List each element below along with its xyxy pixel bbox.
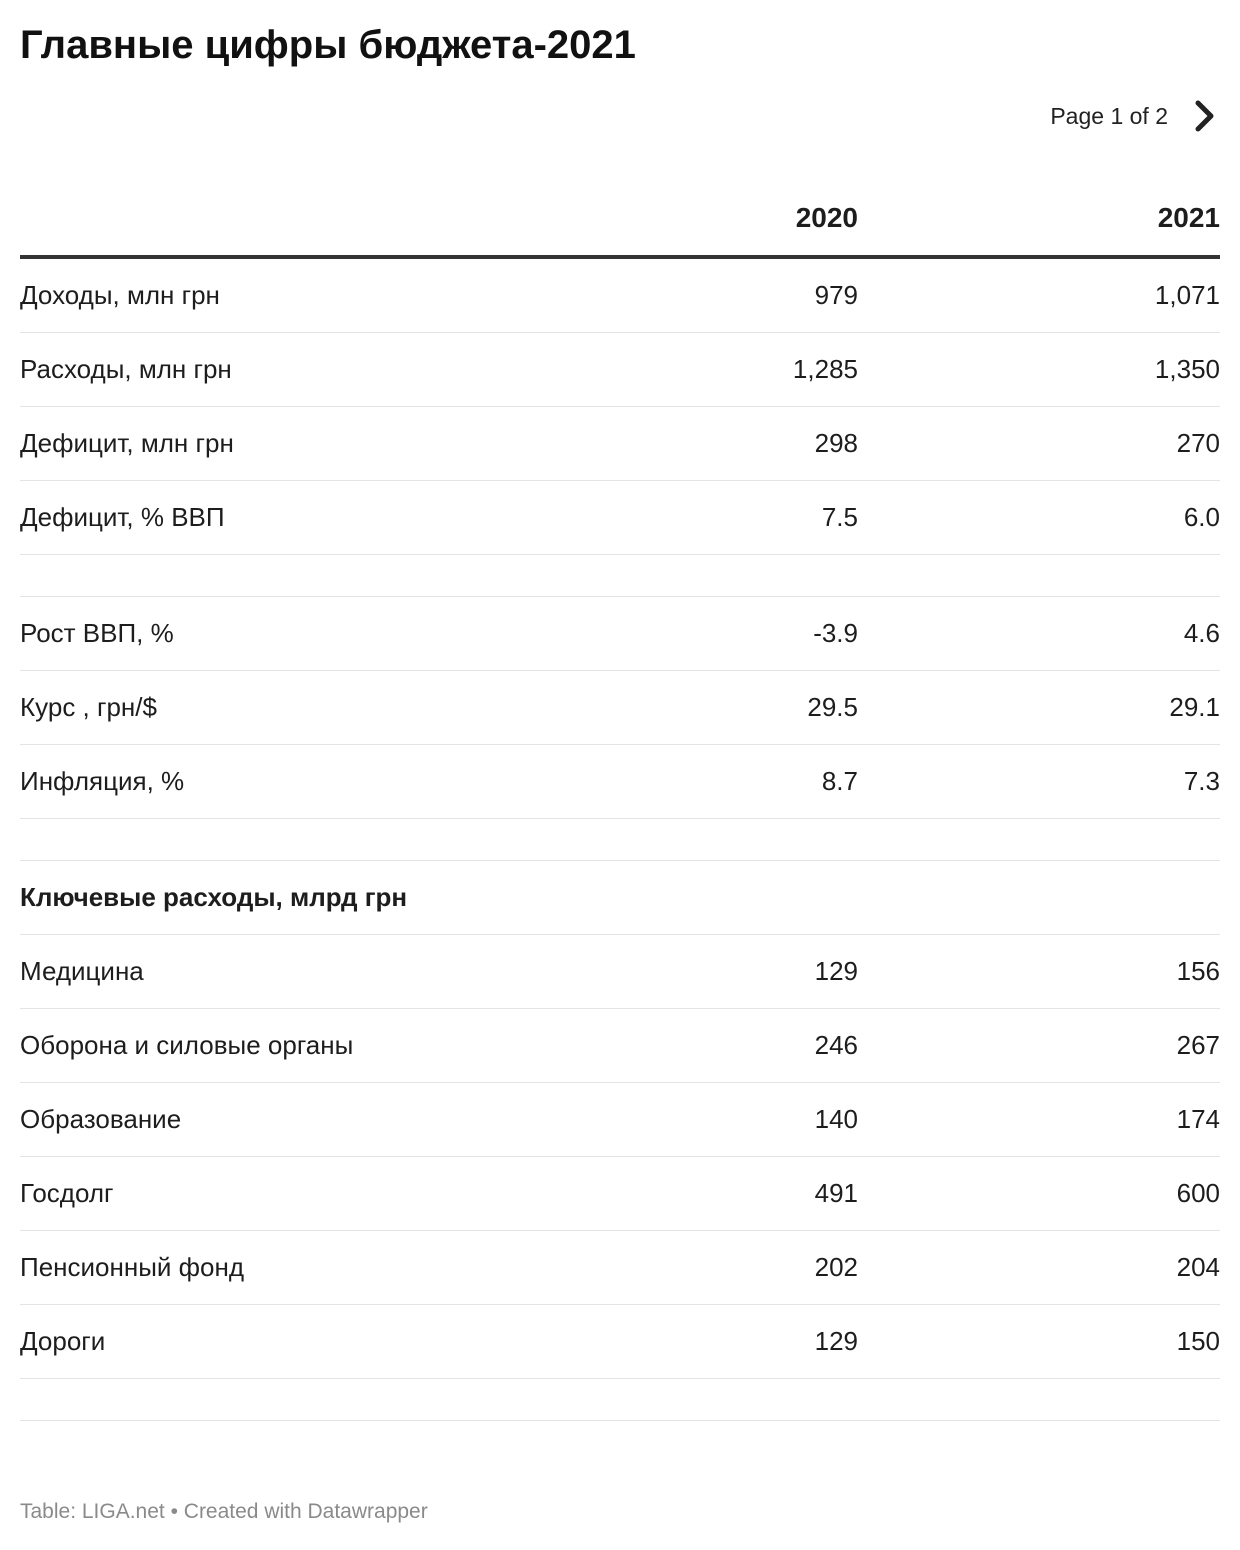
table-header-row: 2020 2021 (20, 180, 1220, 259)
row-label: Оборона и силовые органы (20, 1008, 620, 1083)
row-label: Инфляция, % (20, 744, 620, 819)
table-row: Расходы, млн грн 1,285 1,350 (20, 332, 1220, 407)
table-row: Инфляция, % 8.7 7.3 (20, 744, 1220, 819)
row-label: Расходы, млн грн (20, 332, 620, 407)
table-row: Дефицит, млн грн 298 270 (20, 406, 1220, 481)
cell-2020 (620, 1378, 858, 1421)
table-spacer-row (20, 554, 1220, 597)
row-label: Дефицит, % ВВП (20, 480, 620, 555)
table-spacer-row (20, 1378, 1220, 1421)
cell-2021: 1,350 (858, 332, 1220, 407)
row-label: Дефицит, млн грн (20, 406, 620, 481)
row-label (20, 818, 620, 861)
chevron-right-icon (1195, 100, 1214, 132)
table-row: Рост ВВП, % -3.9 4.6 (20, 596, 1220, 671)
cell-2021: 600 (858, 1156, 1220, 1231)
budget-table: 2020 2021 Доходы, млн грн 979 1,071 Расходы… (20, 180, 1220, 1421)
source-footer: Table: LIGA.net • Created with Datawrapp… (20, 1500, 428, 1523)
table-row: Курс , грн/$ 29.5 29.1 (20, 670, 1220, 745)
page-indicator: Page 1 of 2 (1050, 102, 1168, 129)
table-row: Пенсионный фонд 202 204 (20, 1230, 1220, 1305)
cell-2020 (620, 554, 858, 597)
row-label: Медицина (20, 934, 620, 1009)
table-row: Образование 140 174 (20, 1082, 1220, 1157)
cell-2020: 202 (620, 1230, 858, 1305)
cell-2020 (620, 860, 858, 935)
cell-2020 (620, 818, 858, 861)
row-label: Пенсионный фонд (20, 1230, 620, 1305)
row-label: Курс , грн/$ (20, 670, 620, 745)
cell-2020: 140 (620, 1082, 858, 1157)
cell-2020: 129 (620, 934, 858, 1009)
cell-2020: 8.7 (620, 744, 858, 819)
cell-2021: 29.1 (858, 670, 1220, 745)
cell-2020: -3.9 (620, 596, 858, 671)
table-spacer-row (20, 818, 1220, 861)
table-section-row: Ключевые расходы, млрд грн (20, 860, 1220, 935)
cell-2021: 6.0 (858, 480, 1220, 555)
table-row: Оборона и силовые органы 246 267 (20, 1008, 1220, 1083)
cell-2021 (858, 818, 1220, 861)
cell-2021: 204 (858, 1230, 1220, 1305)
row-label: Госдолг (20, 1156, 620, 1231)
next-page-button[interactable] (1190, 96, 1220, 136)
cell-2021 (858, 554, 1220, 597)
header-label (20, 180, 620, 259)
row-label: Образование (20, 1082, 620, 1157)
row-label: Доходы, млн грн (20, 257, 620, 333)
cell-2020: 979 (620, 257, 858, 333)
page-title: Главные цифры бюджета-2021 (20, 23, 636, 67)
row-label (20, 554, 620, 597)
cell-2021: 7.3 (858, 744, 1220, 819)
cell-2021: 156 (858, 934, 1220, 1009)
header-2020: 2020 (620, 180, 858, 259)
cell-2020: 491 (620, 1156, 858, 1231)
header-2021: 2021 (858, 180, 1220, 259)
row-label: Дороги (20, 1304, 620, 1379)
cell-2020: 129 (620, 1304, 858, 1379)
table-row: Доходы, млн грн 979 1,071 (20, 257, 1220, 333)
cell-2021: 174 (858, 1082, 1220, 1157)
cell-2021 (858, 1378, 1220, 1421)
cell-2021: 4.6 (858, 596, 1220, 671)
cell-2021 (858, 860, 1220, 935)
pagination: Page 1 of 2 (1050, 96, 1220, 136)
table-row: Дефицит, % ВВП 7.5 6.0 (20, 480, 1220, 555)
cell-2020: 1,285 (620, 332, 858, 407)
table-row: Госдолг 491 600 (20, 1156, 1220, 1231)
cell-2021: 270 (858, 406, 1220, 481)
cell-2020: 246 (620, 1008, 858, 1083)
row-label: Рост ВВП, % (20, 596, 620, 671)
table-row: Медицина 129 156 (20, 934, 1220, 1009)
table-row: Дороги 129 150 (20, 1304, 1220, 1379)
cell-2021: 1,071 (858, 257, 1220, 333)
row-label (20, 1378, 620, 1421)
cell-2021: 267 (858, 1008, 1220, 1083)
cell-2020: 7.5 (620, 480, 858, 555)
row-label: Ключевые расходы, млрд грн (20, 860, 620, 935)
cell-2021: 150 (858, 1304, 1220, 1379)
cell-2020: 29.5 (620, 670, 858, 745)
cell-2020: 298 (620, 406, 858, 481)
